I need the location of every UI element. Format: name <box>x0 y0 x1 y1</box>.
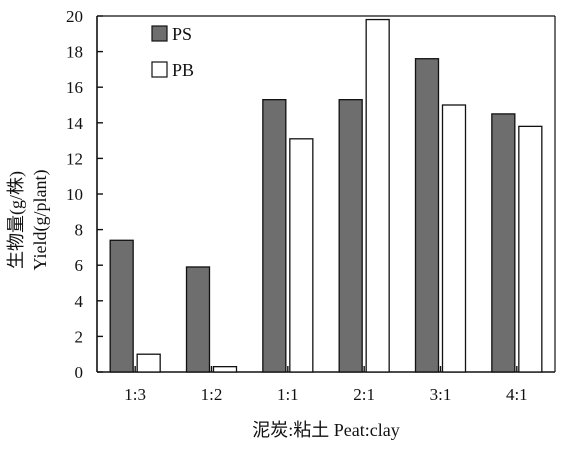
legend: PS PB <box>151 24 194 80</box>
y-tick-label: 10 <box>66 185 83 204</box>
y-tick-label: 6 <box>75 256 84 275</box>
y-axis-title-chinese: 生物量(g/株) <box>6 171 27 269</box>
bar-ps-1-1 <box>262 99 287 373</box>
x-axis-title: 泥炭:粘土 Peat:clay <box>252 420 399 440</box>
legend-label-ps: PS <box>172 24 192 44</box>
y-axis-ticks: 0 2 4 6 8 10 12 14 16 18 20 <box>66 7 103 382</box>
y-tick-label: 12 <box>66 149 83 168</box>
y-tick-label: 4 <box>75 292 84 311</box>
x-tick-label: 2:1 <box>353 385 375 404</box>
bar-ps-1-2 <box>185 266 211 373</box>
bar-pb-3-1 <box>441 104 467 373</box>
y-tick-label: 2 <box>75 327 84 346</box>
legend-swatch-ps <box>151 25 168 42</box>
bar-pb-1-1 <box>289 138 314 373</box>
bar-pb-1-2 <box>212 366 238 373</box>
bar-ps-4-1 <box>491 113 516 373</box>
y-tick-label: 16 <box>66 78 83 97</box>
bar-pb-4-1 <box>518 125 543 373</box>
bar-ps-1-3 <box>109 239 134 373</box>
x-tick-label: 3:1 <box>430 385 452 404</box>
bar-pb-1-3 <box>136 353 161 373</box>
y-tick-label: 14 <box>66 114 84 133</box>
x-tick-label: 4:1 <box>506 385 528 404</box>
y-tick-label: 18 <box>66 43 83 62</box>
legend-swatch-pb <box>151 61 168 78</box>
bar-ps-3-1 <box>414 58 440 373</box>
y-tick-label: 0 <box>75 363 84 382</box>
y-axis-title-english: Yield(g/plant) <box>30 170 51 271</box>
y-tick-label: 8 <box>75 221 84 240</box>
y-tick-label: 20 <box>66 7 83 26</box>
bar-ps-2-1 <box>338 99 363 373</box>
bar-pb-2-1 <box>365 18 390 373</box>
x-axis-ticks: 1:3 1:2 1:1 2:1 3:1 4:1 <box>124 366 528 404</box>
x-tick-label: 1:3 <box>124 385 146 404</box>
x-tick-label: 1:2 <box>201 385 223 404</box>
legend-label-pb: PB <box>172 60 194 80</box>
bars <box>109 18 543 373</box>
x-tick-label: 1:1 <box>277 385 299 404</box>
